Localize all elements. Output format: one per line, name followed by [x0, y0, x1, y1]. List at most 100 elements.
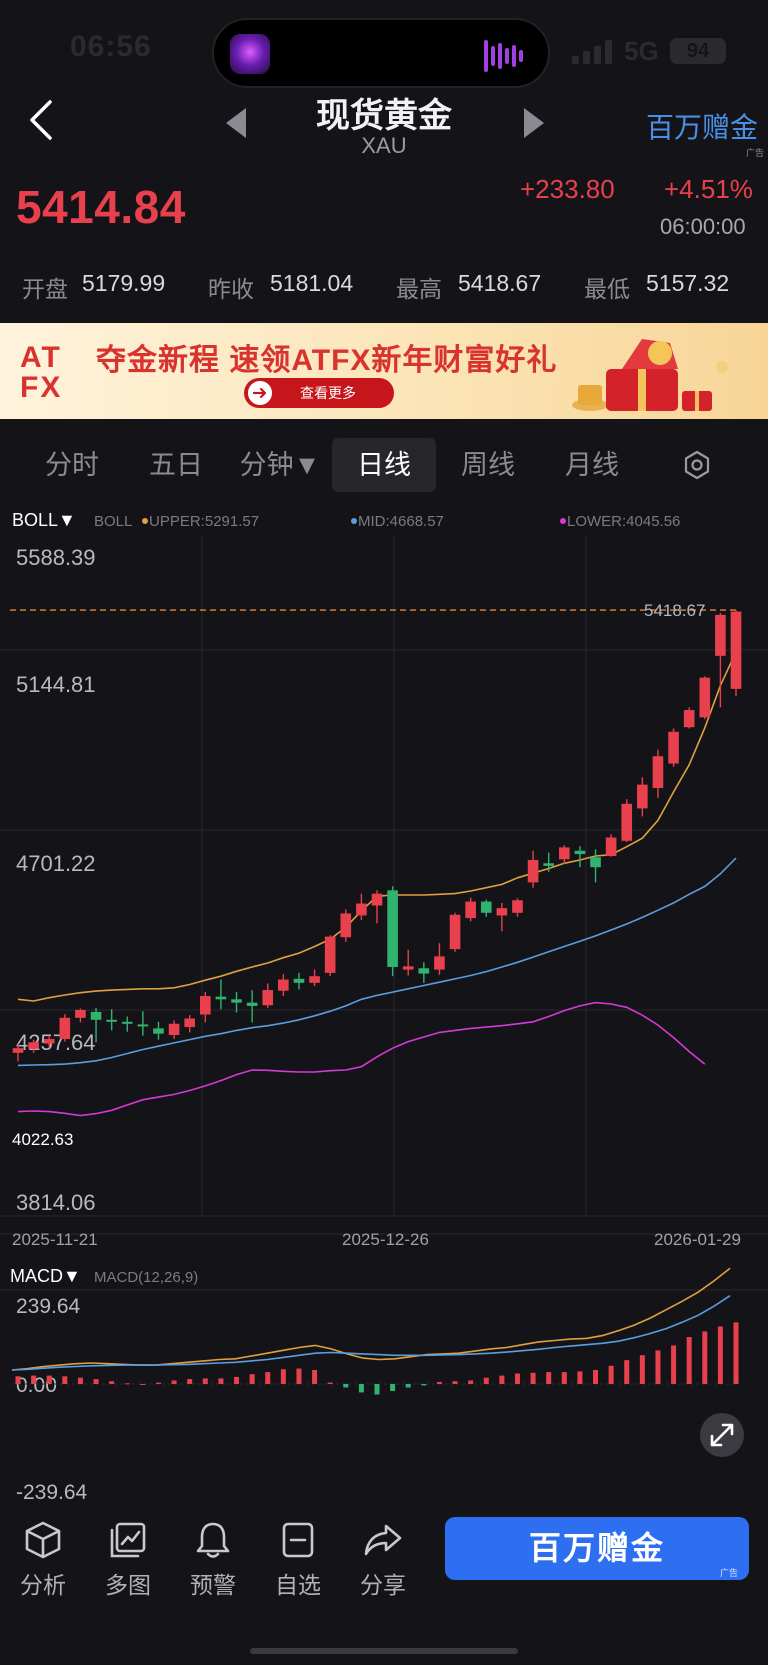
tab-monthly[interactable]: 月线: [565, 450, 619, 480]
candle: [356, 893, 367, 921]
tab-daily[interactable]: 日线: [332, 438, 436, 492]
macd-bar: [109, 1381, 115, 1384]
tab-timeshare[interactable]: 分时: [45, 450, 99, 480]
price-change: +233.80: [520, 174, 615, 204]
macd-dea-line: [11, 1295, 731, 1371]
home-indicator[interactable]: [250, 1648, 518, 1654]
banner-logo: AT FX: [20, 341, 63, 404]
candle-body: [496, 908, 508, 916]
candle: [59, 1014, 71, 1042]
candle: [199, 992, 211, 1023]
candle: [402, 949, 414, 976]
multi-chart-icon: [110, 1522, 146, 1558]
candles: [12, 610, 742, 1062]
candle: [137, 1011, 149, 1036]
prev-instrument-icon[interactable]: [224, 106, 248, 140]
nav-multi-chart[interactable]: 多图: [93, 1520, 163, 1600]
legend-lower-dot: [560, 518, 566, 524]
macd-bar: [608, 1365, 614, 1384]
nav-watchlist-label: 自选: [275, 1572, 321, 1598]
legend-upper: UPPER:5291.57: [149, 513, 259, 530]
candle-body: [153, 1028, 164, 1034]
candle-body: [262, 990, 274, 1006]
macd-bar: [218, 1378, 224, 1384]
next-instrument-icon[interactable]: [522, 106, 546, 140]
low-label: 最低: [584, 276, 630, 302]
tab-weekly[interactable]: 周线: [461, 450, 515, 480]
candle: [605, 834, 617, 857]
candle: [153, 1021, 164, 1040]
high-price-label: 5418.67: [644, 601, 705, 620]
candle: [106, 1009, 117, 1031]
tab-five-day[interactable]: 五日: [149, 450, 203, 480]
boll-lower-line: [17, 1001, 706, 1117]
macd-bar: [93, 1379, 99, 1384]
macd-bar: [421, 1384, 427, 1386]
candle-body: [215, 996, 227, 1000]
back-chevron-icon[interactable]: [26, 98, 56, 142]
macd-bar: [296, 1368, 302, 1384]
candle: [371, 890, 383, 924]
indicator-selector[interactable]: BOLL▼: [12, 510, 76, 530]
candle: [75, 1008, 86, 1023]
macd-y-tick-2: -239.64: [16, 1481, 88, 1504]
open-label: 开盘: [22, 276, 68, 302]
candle-body: [90, 1011, 102, 1020]
tab-minute[interactable]: 分钟▼: [239, 450, 321, 480]
macd-bar: [436, 1381, 442, 1384]
bonus-ad-link[interactable]: 百万赠金: [646, 112, 759, 143]
candle: [465, 897, 476, 922]
candle-body: [106, 1019, 117, 1022]
promo-banner[interactable]: AT FX 夺金新程 速领ATFX新年财富好礼 查看更多: [0, 323, 768, 419]
candle-body: [168, 1023, 180, 1035]
music-app-icon[interactable]: [230, 34, 270, 74]
bell-icon: [196, 1522, 230, 1558]
price-change-pct: +4.51%: [664, 174, 753, 204]
candle-body: [28, 1042, 39, 1049]
candle: [278, 974, 289, 997]
candle-body: [480, 901, 492, 913]
candle: [699, 676, 711, 720]
candle: [574, 846, 586, 868]
settings-hexagon-icon[interactable]: [682, 450, 712, 480]
candle: [543, 852, 555, 872]
candle: [215, 979, 227, 1010]
macd-bar: [593, 1369, 599, 1384]
y-tick-3: 4257.64: [16, 1030, 96, 1055]
high-value: 5418.67: [458, 270, 542, 296]
macd-bar: [514, 1373, 520, 1384]
macd-bar: [171, 1380, 177, 1384]
macd-bar: [499, 1375, 505, 1384]
macd-bar: [312, 1369, 318, 1384]
macd-bar: [374, 1384, 380, 1395]
macd-bar: [343, 1384, 349, 1388]
bonus-cta-button[interactable]: 百万赠金: [445, 1517, 749, 1580]
macd-bar: [624, 1360, 630, 1384]
legend-upper-dot: [142, 518, 148, 524]
candle: [480, 899, 492, 917]
macd-bar: [280, 1369, 286, 1384]
nav-alert[interactable]: 预警: [178, 1520, 248, 1600]
nav-analysis[interactable]: 分析: [8, 1520, 78, 1600]
macd-selector[interactable]: MACD▼: [10, 1266, 81, 1286]
macd-bar: [249, 1374, 255, 1384]
nav-share[interactable]: 分享: [348, 1520, 418, 1600]
candle: [121, 1016, 133, 1032]
nav-watchlist[interactable]: 自选: [263, 1520, 333, 1600]
x-tick-2: 2026-01-29: [654, 1230, 741, 1249]
candle: [340, 909, 352, 942]
macd-bar: [31, 1375, 37, 1384]
high-label: 最高: [396, 276, 442, 302]
candle-body: [309, 976, 320, 983]
last-price: 5414.84: [16, 181, 186, 233]
watchlist-icon: [282, 1522, 314, 1558]
candle: [262, 983, 274, 1008]
candle-body: [637, 784, 648, 809]
price-chart[interactable]: BOLL▼ BOLL UPPER:5291.57 MID:4668.57 LOW…: [0, 500, 768, 1510]
macd-bar: [468, 1380, 474, 1384]
banner-cta-button[interactable]: 查看更多: [244, 378, 394, 408]
ad-tag: 广告: [746, 148, 765, 158]
expand-chart-button[interactable]: [700, 1413, 744, 1457]
dynamic-island[interactable]: [212, 18, 550, 88]
candle-body: [371, 893, 383, 906]
